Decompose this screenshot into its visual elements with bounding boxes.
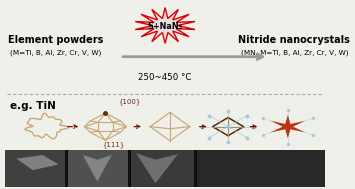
FancyBboxPatch shape [5,150,325,187]
Text: e.g. TiN: e.g. TiN [10,101,56,111]
FancyBboxPatch shape [67,150,68,187]
FancyBboxPatch shape [68,150,128,187]
Text: S+NaN₃: S+NaN₃ [148,22,183,31]
FancyBboxPatch shape [196,150,197,187]
Text: 250~450 °C: 250~450 °C [138,73,192,82]
Text: {100}: {100} [118,98,141,105]
FancyBboxPatch shape [197,150,325,187]
Polygon shape [271,115,305,138]
Text: (M=Ti, B, Al, Zr, Cr, V, W): (M=Ti, B, Al, Zr, Cr, V, W) [10,49,101,56]
Polygon shape [135,8,195,43]
Text: {111}: {111} [102,141,125,148]
FancyBboxPatch shape [130,150,131,187]
FancyBboxPatch shape [5,150,65,187]
Polygon shape [17,155,59,170]
Text: Element powders: Element powders [8,35,103,45]
Text: (MN, M=Ti, B, Al, Zr, Cr, V, W): (MN, M=Ti, B, Al, Zr, Cr, V, W) [241,49,348,56]
Text: Nitride nanocrystals: Nitride nanocrystals [238,35,350,45]
Polygon shape [83,155,112,181]
FancyBboxPatch shape [131,150,194,187]
Polygon shape [136,153,178,183]
